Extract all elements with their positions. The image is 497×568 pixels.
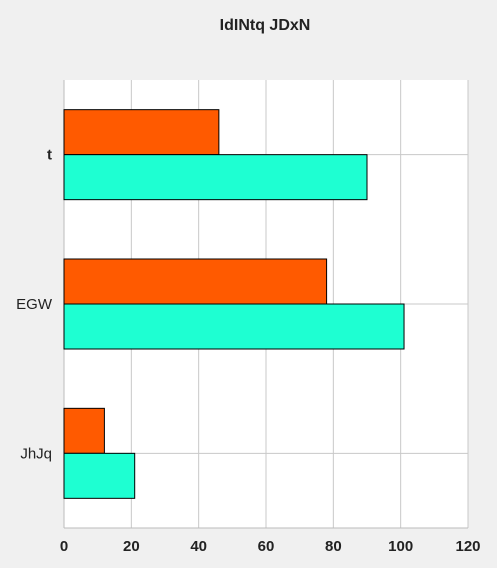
x-tick-label: 60 xyxy=(258,538,275,555)
bar-series-1-jhjq xyxy=(63,407,105,454)
y-tick-label: EGW xyxy=(16,296,53,313)
x-tick-label: 0 xyxy=(60,538,68,555)
bar-series-1-t xyxy=(63,109,220,156)
chart-title: IdINtq JDxN xyxy=(220,17,311,34)
bar-series-2-egw xyxy=(63,303,405,350)
y-tick-label: JhJq xyxy=(20,445,52,462)
y-axis: t EGW JhJq xyxy=(16,147,53,463)
bar-series-1-egw xyxy=(63,258,328,305)
bar-series-2-jhjq xyxy=(63,452,136,499)
bar-series-2-t xyxy=(63,154,368,201)
x-tick-label: 100 xyxy=(388,538,413,555)
bars xyxy=(63,109,405,499)
x-tick-label: 20 xyxy=(123,538,140,555)
x-tick-label: 80 xyxy=(325,538,342,555)
x-tick-label: 120 xyxy=(455,538,480,555)
x-axis: 0 20 40 60 80 100 120 xyxy=(60,538,481,555)
x-tick-label: 40 xyxy=(190,538,207,555)
y-tick-label: t xyxy=(47,147,52,164)
